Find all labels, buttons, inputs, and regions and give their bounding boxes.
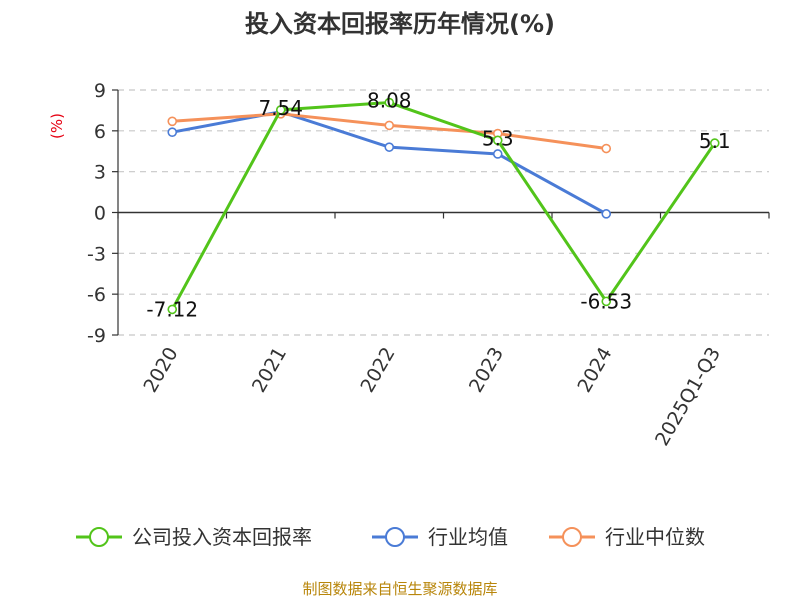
x-tick-label: 2025Q1-Q3 [651, 344, 725, 450]
y-tick-label: -3 [87, 243, 106, 265]
axes: 9 6 3 0 -3 -6 -9 2020 2021 2022 2023 2024 2025Q1-Q3 [87, 80, 770, 450]
data-point[interactable] [384, 120, 395, 131]
y-axis-unit: (%) [48, 113, 66, 139]
data-point[interactable] [167, 127, 178, 137]
y-tick-label: 9 [94, 80, 106, 102]
data-point[interactable] [384, 142, 395, 152]
legend-label: 行业中位数 [605, 525, 705, 549]
data-label: 5.3 [482, 126, 514, 150]
legend-item[interactable]: 行业均值 [372, 525, 508, 549]
y-tick-label: 6 [94, 121, 106, 143]
source-note: 制图数据来自恒生聚源数据库 [302, 580, 497, 598]
y-tick-label: 3 [94, 162, 106, 184]
legend-label: 行业均值 [428, 525, 508, 549]
data-label: -6.53 [580, 289, 632, 313]
data-point[interactable] [601, 296, 612, 307]
data-point[interactable] [275, 105, 286, 115]
legend[interactable]: 公司投入资本回报率 行业均值 行业中位数 [76, 525, 705, 549]
data-point[interactable] [167, 116, 178, 127]
series-line [170, 101, 716, 311]
legend-label: 公司投入资本回报率 [132, 525, 312, 549]
legend-marker [562, 527, 582, 547]
legend-marker [89, 527, 109, 547]
data-label: 5.1 [699, 129, 731, 153]
grid-lines [118, 89, 769, 336]
legend-marker [385, 527, 405, 547]
data-label: -7.12 [146, 297, 198, 321]
data-point[interactable] [167, 304, 178, 315]
data-point[interactable] [709, 138, 720, 148]
x-tick-label: 2020 [139, 344, 182, 397]
data-label: 7.54 [258, 96, 303, 120]
chart-title: 投入资本回报率历年情况(%) [245, 10, 555, 38]
legend-item[interactable]: 行业中位数 [549, 525, 705, 549]
legend-item[interactable]: 公司投入资本回报率 [76, 525, 312, 549]
data-point[interactable] [601, 209, 612, 219]
y-tick-label: -6 [87, 284, 106, 306]
data-labels: -7.12 7.54 8.08 5.3 -6.53 5.1 [146, 89, 730, 322]
x-tick-label: 2022 [356, 344, 399, 397]
data-point[interactable] [384, 97, 395, 108]
data-label: 8.08 [367, 89, 412, 113]
data-point[interactable] [492, 135, 503, 146]
data-point[interactable] [601, 143, 612, 154]
y-tick-label: -9 [87, 325, 106, 347]
x-tick-label: 2021 [248, 344, 291, 397]
y-tick-label: 0 [94, 203, 106, 225]
x-tick-label: 2023 [465, 344, 508, 397]
data-point[interactable] [492, 149, 503, 159]
x-tick-label: 2024 [573, 344, 616, 397]
series-lines [167, 97, 720, 315]
